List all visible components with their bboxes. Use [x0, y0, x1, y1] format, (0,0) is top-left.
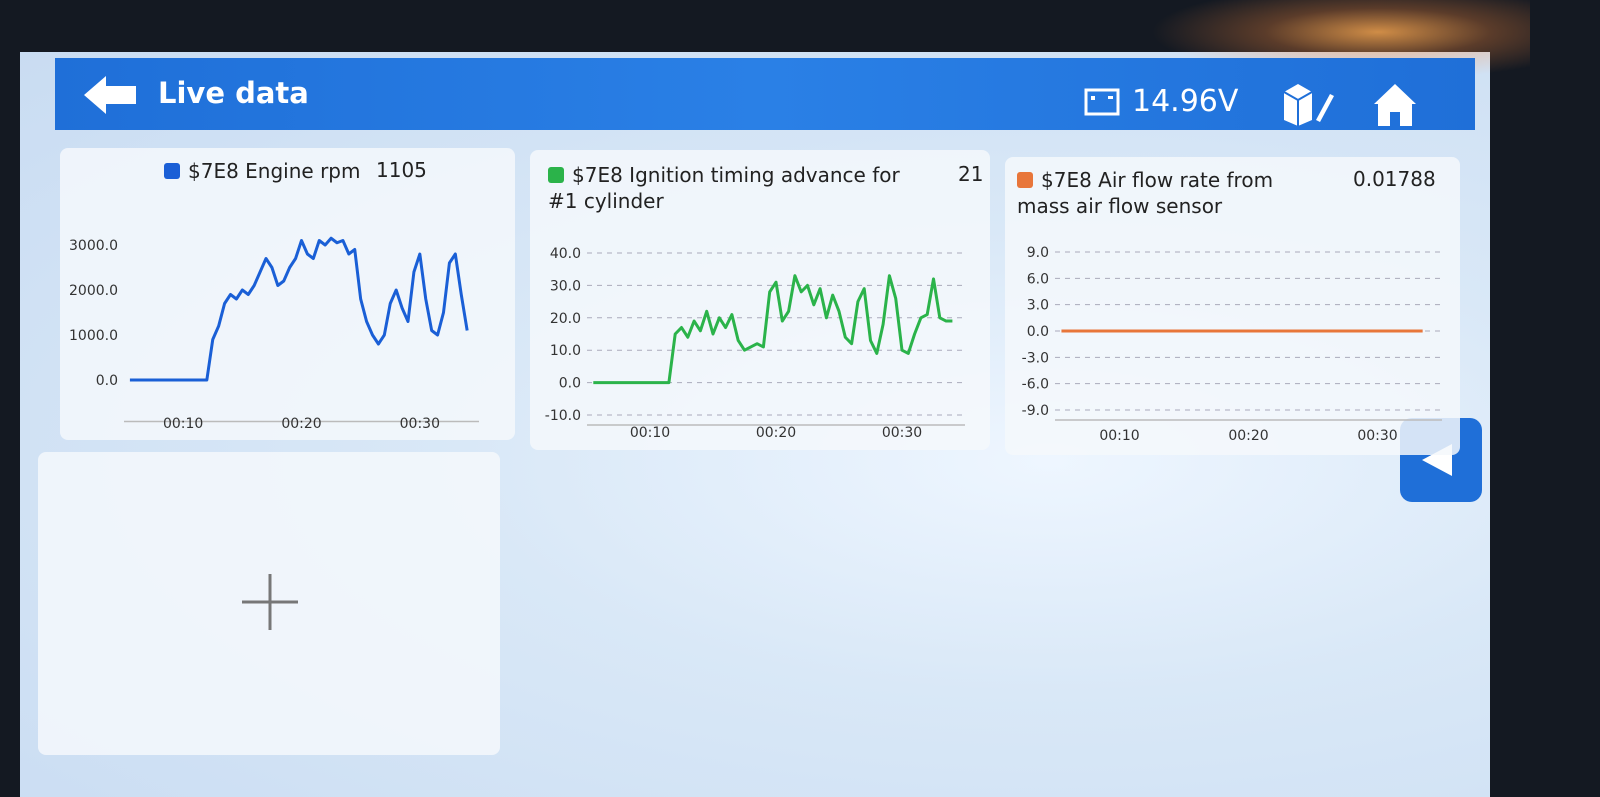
legend-label: $7E8 Ignition timing advance for #1 cyli… [548, 163, 900, 213]
chart-card: $7E8 Engine rpm 1105 0.0 1000.0 2000.0 3000.0… [60, 148, 515, 440]
legend-swatch [548, 167, 564, 183]
legend-swatch [164, 163, 180, 179]
current-value: 0.01788 [1353, 167, 1436, 191]
y-tick-label: 9.0 [1027, 245, 1049, 261]
y-tick-label: 30.0 [550, 278, 581, 294]
x-tick-label: 00:30 [882, 425, 922, 441]
y-tick-label: -9.0 [1022, 403, 1049, 419]
x-tick-label: 00:30 [1357, 428, 1397, 444]
y-tick-label: 0.0 [559, 376, 581, 392]
data-line [129, 236, 469, 382]
y-tick-label: 2000.0 [69, 283, 118, 299]
y-tick-label: 20.0 [550, 311, 581, 327]
y-tick-label: -3.0 [1022, 350, 1049, 366]
x-tick-label: 00:20 [756, 425, 796, 441]
legend: $7E8 Air flow rate from mass air flow se… [1017, 167, 1327, 219]
add-icon [242, 574, 298, 630]
voltage: 14.96V [1132, 84, 1239, 119]
y-tick-label: 40.0 [550, 246, 581, 262]
x-tick-label: 00:10 [630, 425, 670, 441]
legend: $7E8 Engine rpm [164, 158, 394, 184]
legend-label: $7E8 Air flow rate from mass air flow se… [1017, 168, 1274, 218]
y-tick-label: 0.0 [96, 373, 118, 389]
x-tick-label: 00:10 [1099, 428, 1139, 444]
y-tick-label: 3000.0 [69, 238, 118, 254]
current-value: 21 [958, 162, 984, 186]
plot: 0.0 1000.0 2000.0 3000.0 00:10 00:20 00:30 [69, 236, 479, 432]
y-tick-label: 1000.0 [69, 328, 118, 344]
home-button[interactable] [1370, 80, 1420, 128]
top-bar [55, 58, 1475, 130]
page-title: Live data [158, 76, 309, 110]
y-tick-label: 3.0 [1027, 298, 1049, 314]
chart-card: $7E8 Air flow rate from mass air flow se… [1005, 157, 1460, 455]
plot: -10.0 0.0 10.0 20.0 30.0 40.0 00:10 00:20 00:30 [545, 246, 965, 441]
add-chart-card[interactable] [38, 452, 500, 755]
x-tick-label: 00:20 [281, 416, 321, 432]
y-tick-label: 0.0 [1027, 324, 1049, 340]
y-tick-label: 10.0 [550, 343, 581, 359]
y-tick-label: -10.0 [545, 408, 581, 424]
legend: $7E8 Ignition timing advance for #1 cyli… [548, 162, 908, 214]
x-tick-label: 00:20 [1228, 428, 1268, 444]
report-button[interactable] [1280, 80, 1336, 128]
chart-card: $7E8 Ignition timing advance for #1 cyli… [530, 150, 990, 450]
y-tick-label: 6.0 [1027, 271, 1049, 287]
legend-swatch [1017, 172, 1033, 188]
current-value: 1105 [376, 158, 427, 182]
data-line [593, 274, 953, 385]
battery-icon [1084, 88, 1120, 116]
y-tick-label: -6.0 [1022, 377, 1049, 393]
plot: -9.0 -6.0 -3.0 0.0 3.0 6.0 9.0 00:10 00:20 00:30 [1022, 245, 1442, 444]
back-button[interactable] [80, 72, 140, 118]
x-tick-label: 00:30 [400, 416, 440, 432]
legend-label: $7E8 Engine rpm [188, 159, 361, 183]
x-tick-label: 00:10 [163, 416, 203, 432]
